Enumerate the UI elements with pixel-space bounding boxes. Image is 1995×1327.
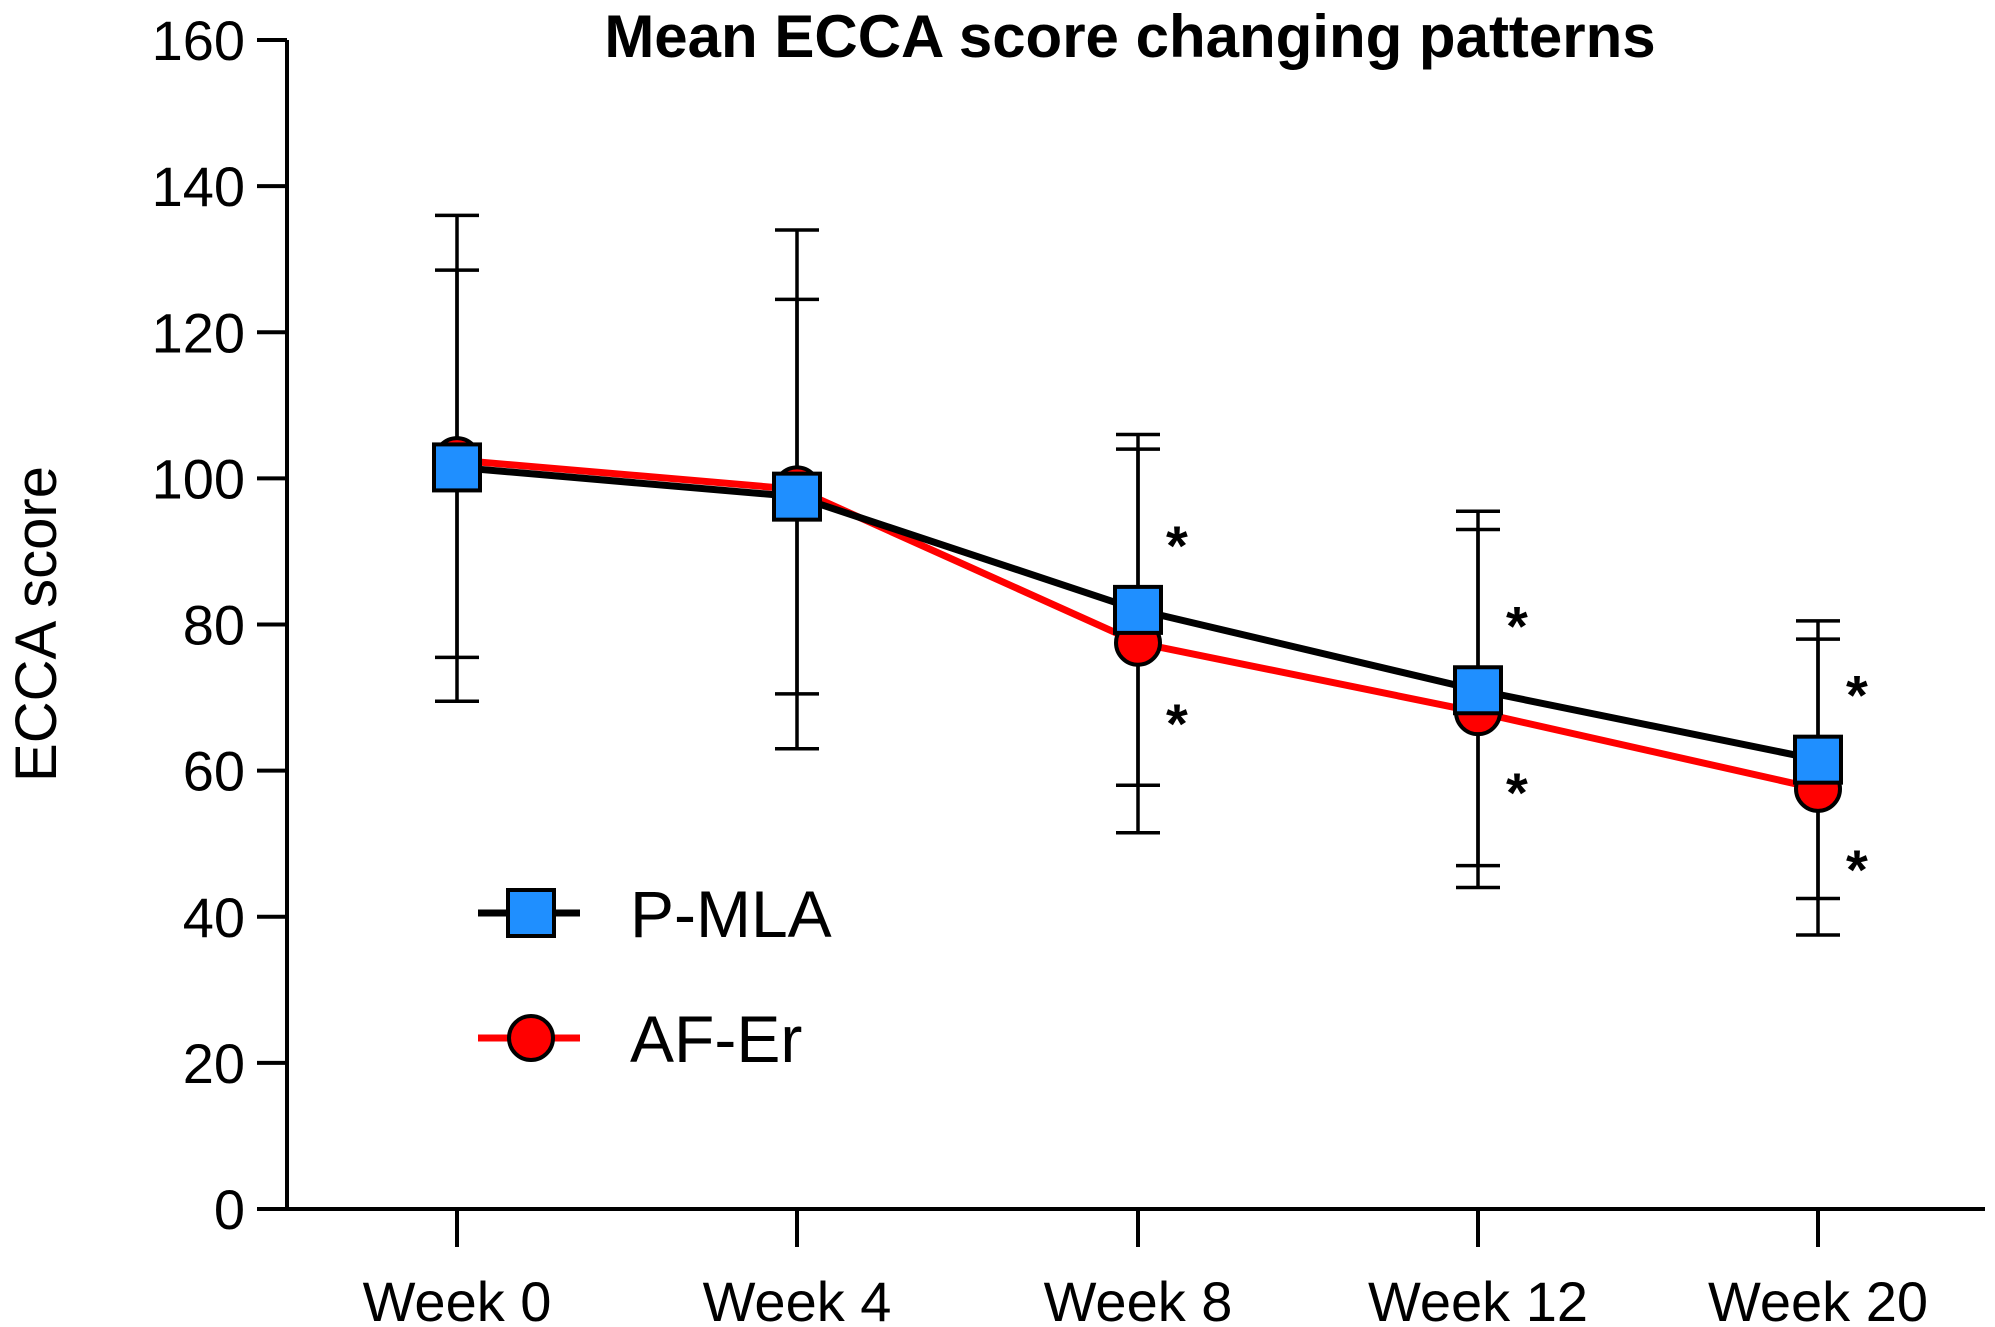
y-tick-label: 20 [183, 1032, 245, 1095]
legend-item: AF-Er [478, 1002, 802, 1076]
significance-asterisk: * [1166, 692, 1188, 755]
y-ticks: 0 20 40 60 80 100 120 140 160 [152, 9, 287, 1241]
y-tick-label: 120 [152, 301, 245, 364]
x-tick-label: Week 4 [703, 1270, 892, 1327]
legend-marker [507, 1014, 555, 1062]
y-axis-title: ECCA score [4, 466, 69, 782]
y-tick-label: 0 [214, 1178, 245, 1241]
significance-asterisk: * [1166, 514, 1188, 577]
error-bars [435, 213, 1840, 937]
legend-marker [506, 888, 556, 938]
data-point [1453, 665, 1503, 716]
y-tick-label: 60 [183, 740, 245, 803]
significance-asterisk: * [1506, 761, 1528, 824]
x-tick-label: Week 12 [1368, 1270, 1588, 1327]
legend-label: AF-Er [630, 1002, 802, 1076]
x-tick-label: Week 20 [1708, 1270, 1928, 1327]
y-tick-label: 100 [152, 447, 245, 510]
significance-asterisk: * [1846, 838, 1868, 901]
significance-asterisk: * [1506, 594, 1528, 657]
significance-asterisk: * [1846, 664, 1868, 727]
y-tick-label: 80 [183, 594, 245, 657]
x-ticks: Week 0 Week 4 Week 8 Week 12 Week 20 [363, 1209, 1928, 1327]
data-point [432, 442, 482, 493]
data-point [772, 471, 822, 522]
data-point [1793, 734, 1843, 785]
y-tick-label: 160 [152, 9, 245, 72]
markers [432, 436, 1843, 813]
x-tick-label: Week 0 [363, 1270, 552, 1327]
significance-markers: * * * * * * [1166, 514, 1868, 901]
y-tick-label: 140 [152, 155, 245, 218]
legend-label: P-MLA [630, 877, 832, 951]
chart-title: Mean ECCA score changing patterns [604, 3, 1655, 70]
legend: P-MLA AF-Er [478, 877, 832, 1076]
x-tick-label: Week 8 [1044, 1270, 1233, 1327]
data-point [1113, 584, 1163, 635]
legend-item: P-MLA [478, 877, 832, 951]
y-tick-label: 40 [183, 886, 245, 949]
error-bar [775, 297, 819, 751]
